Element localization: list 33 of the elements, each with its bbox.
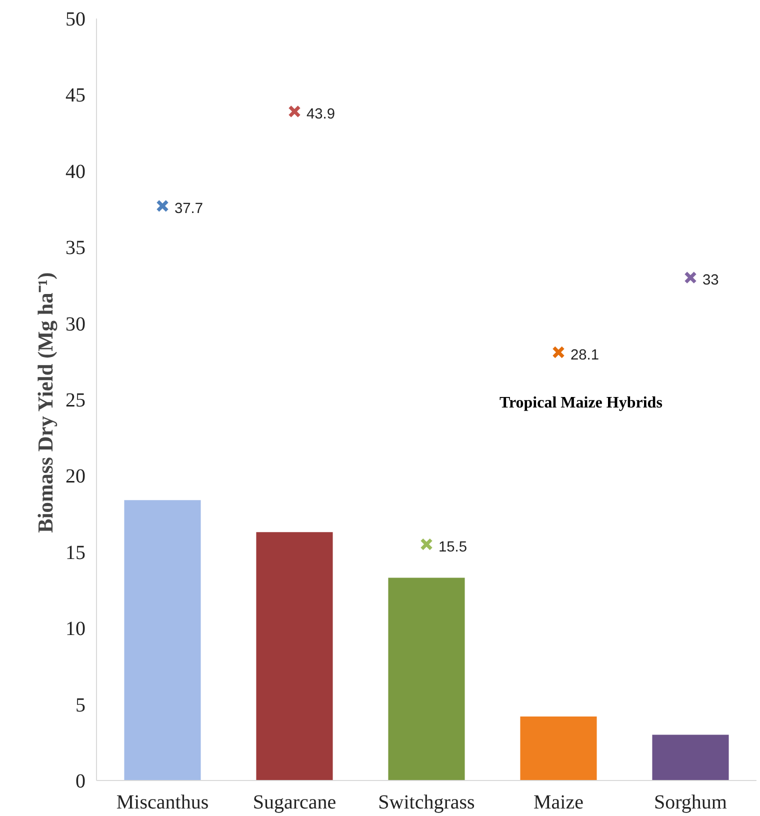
point [684,271,697,284]
y-tick-label: 50 [66,8,86,30]
x-tick-label: Sugarcane [252,792,336,814]
y-tick-label: 25 [66,390,86,412]
y-tick-label: 10 [66,618,86,640]
point [156,200,169,212]
bar [256,532,333,780]
bar [124,500,201,780]
data-label: 37.7 [174,200,204,217]
point [552,346,565,359]
y-tick-label: 45 [66,84,86,107]
annotation: Tropical Maize Hybrids [499,394,662,412]
y-tick-label: 30 [66,313,86,336]
x-tick-label: Switchgrass [378,792,476,814]
x-tick-label: Maize [534,792,584,814]
y-tick-label: 35 [66,237,86,260]
bar [388,578,465,780]
y-tick-label: 0 [76,770,86,792]
data-label: 43.9 [306,106,336,122]
data-label: 28.1 [570,347,600,364]
y-tick-label: 20 [66,466,86,488]
data-label: 33 [702,272,719,289]
point [420,538,433,551]
y-axis-title: Biomass Dry Yield (Mg ha⁻¹) [34,272,58,533]
y-tick-label: 40 [66,160,86,183]
y-tick-label: 15 [66,542,86,564]
point [288,105,301,118]
bar [652,734,729,780]
data-label: 15.5 [438,539,468,556]
x-tick-label: Sorghum [654,792,728,814]
x-tick-label: Miscanthus [116,792,209,814]
y-tick-label: 5 [76,694,86,716]
bar [520,716,597,780]
